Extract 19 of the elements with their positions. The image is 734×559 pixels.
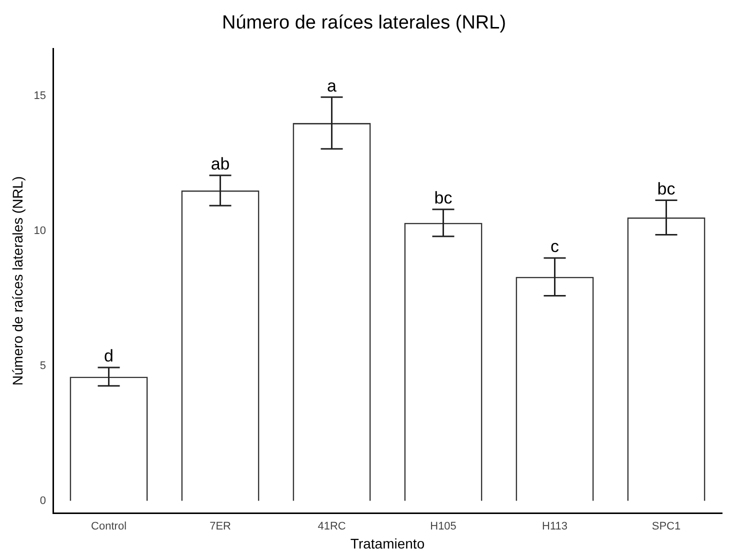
chart-title: Número de raíces laterales (NRL) xyxy=(222,12,506,34)
y-tick-label: 15 xyxy=(34,90,46,102)
annotation: c xyxy=(550,237,560,256)
y-tick-label: 0 xyxy=(40,494,46,507)
x-tick-label: SPC1 xyxy=(652,520,681,533)
x-tick-label: 7ER xyxy=(210,520,232,533)
y-axis-title: Número de raíces laterales (NRL) xyxy=(9,176,26,386)
x-tick-label: 41RC xyxy=(318,520,346,533)
annotation: a xyxy=(327,76,338,96)
y-tick-label: 5 xyxy=(40,360,46,372)
annotation: ab xyxy=(210,154,230,174)
x-tick-label: H113 xyxy=(542,520,568,533)
x-tick-label: H105 xyxy=(430,520,456,533)
x-axis-title: Tratamiento xyxy=(350,535,425,552)
y-tick-label: 10 xyxy=(34,225,46,238)
annotation: d xyxy=(104,346,114,366)
annotation: bc xyxy=(657,179,676,198)
x-tick-label: Control xyxy=(91,520,127,533)
annotation: bc xyxy=(434,188,453,208)
